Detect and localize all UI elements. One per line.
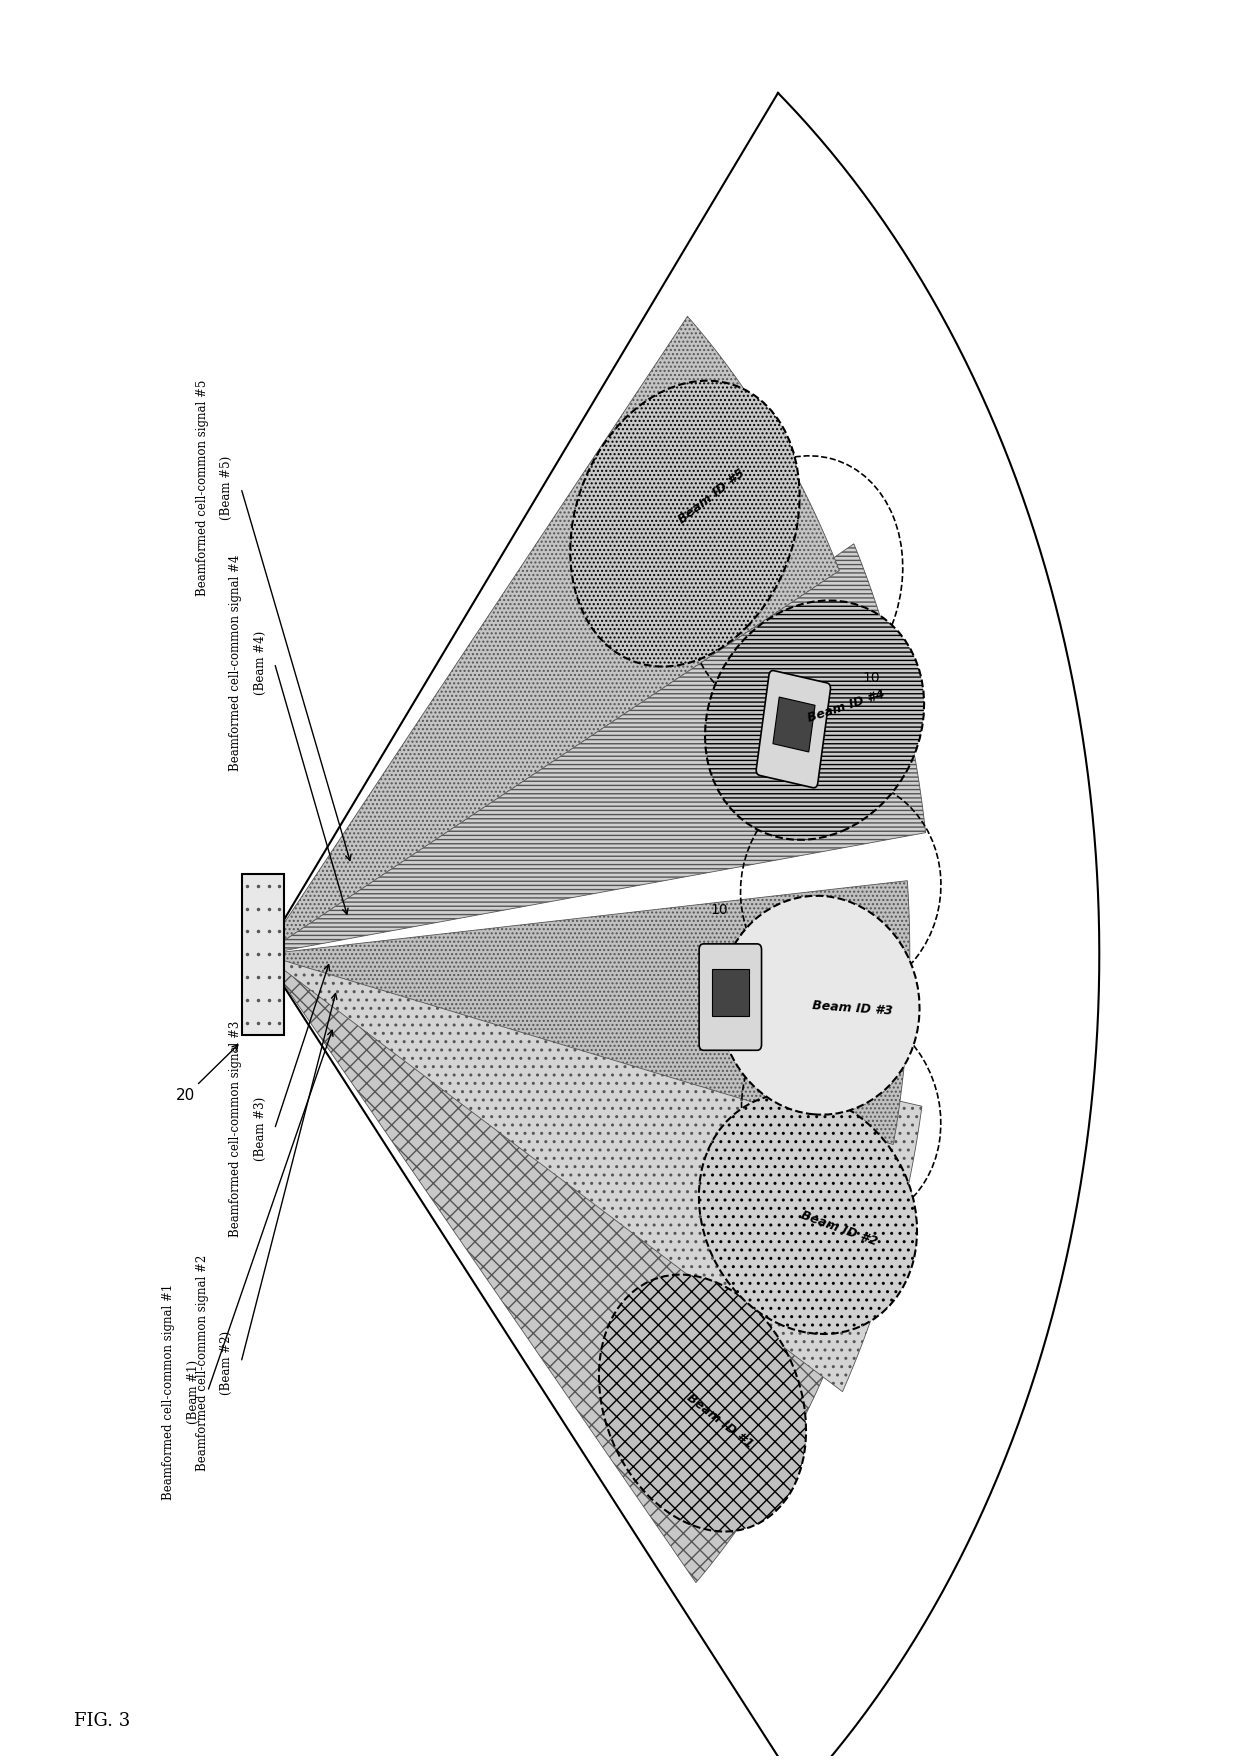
Text: Beam ID #3: Beam ID #3 [812, 1000, 893, 1017]
Bar [773, 696, 815, 753]
FancyBboxPatch shape [699, 943, 761, 1051]
Ellipse shape [599, 1275, 806, 1532]
Ellipse shape [699, 1093, 918, 1335]
Text: Beam ID #4: Beam ID #4 [806, 688, 887, 725]
Ellipse shape [706, 601, 924, 839]
Text: (Beam #3): (Beam #3) [253, 1097, 267, 1162]
Text: (Beam #5): (Beam #5) [219, 457, 233, 520]
Text: 10: 10 [711, 903, 728, 917]
Text: Beamformed cell-common signal #4: Beamformed cell-common signal #4 [229, 555, 242, 770]
Polygon shape [263, 954, 923, 1391]
Text: Beam ID #2: Beam ID #2 [800, 1209, 879, 1248]
Text: FIG. 3: FIG. 3 [74, 1712, 130, 1730]
Text: (Beam #1): (Beam #1) [186, 1359, 200, 1425]
FancyBboxPatch shape [242, 874, 284, 1035]
Ellipse shape [719, 896, 920, 1114]
Text: Beamformed cell-common signal #2: Beamformed cell-common signal #2 [196, 1255, 208, 1470]
Polygon shape [263, 954, 835, 1583]
Polygon shape [263, 316, 839, 954]
Text: Beamformed cell-common signal #5: Beamformed cell-common signal #5 [196, 379, 208, 596]
Text: 10: 10 [863, 672, 880, 686]
Text: (Beam #2): (Beam #2) [219, 1331, 233, 1395]
FancyBboxPatch shape [756, 670, 831, 788]
Text: Beamformed cell-common signal #1: Beamformed cell-common signal #1 [162, 1283, 175, 1500]
Bar [712, 968, 749, 1015]
Text: Beam ID #1: Beam ID #1 [684, 1391, 756, 1451]
Text: 20: 20 [176, 1088, 195, 1104]
Ellipse shape [570, 381, 800, 666]
Polygon shape [263, 543, 925, 954]
Polygon shape [263, 882, 910, 1144]
Text: (Beam #4): (Beam #4) [253, 631, 267, 695]
Text: Beamformed cell-common signal #3: Beamformed cell-common signal #3 [229, 1021, 242, 1238]
Text: Beam ID #5: Beam ID #5 [676, 467, 746, 527]
